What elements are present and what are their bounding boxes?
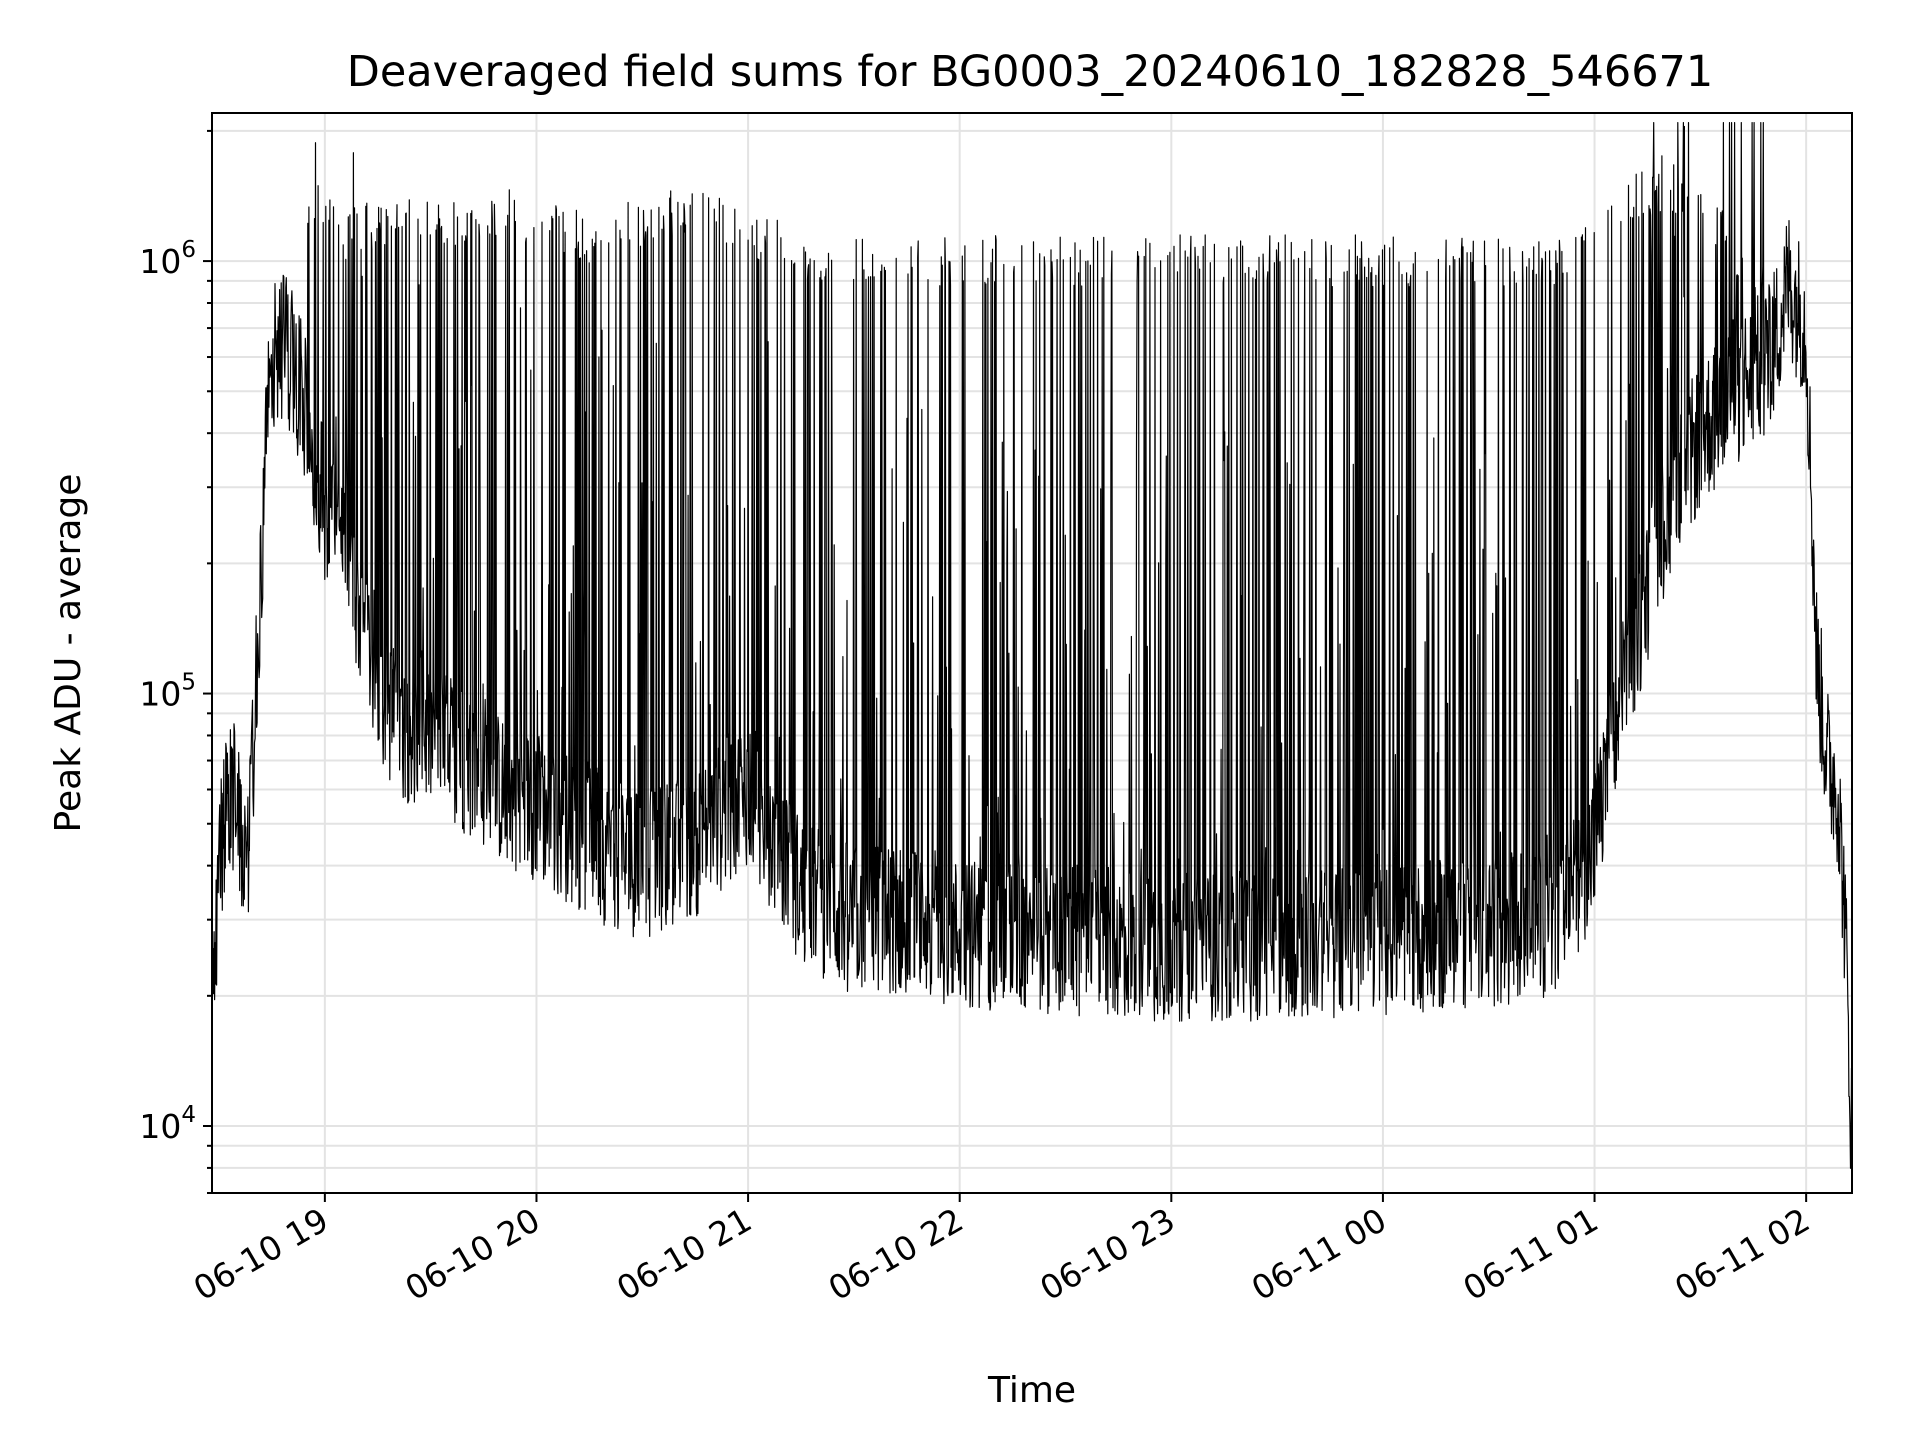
x-axis-label: Time bbox=[987, 1370, 1076, 1411]
chart-title: Deaveraged field sums for BG0003_2024061… bbox=[347, 47, 1714, 97]
plot-area bbox=[212, 122, 1852, 1169]
series-line bbox=[212, 122, 1852, 1169]
y-axis: 104 105 106 bbox=[139, 129, 212, 1194]
y-axis-label: Peak ADU - average bbox=[48, 474, 89, 833]
y-tick-label: 104 bbox=[139, 1102, 196, 1146]
plot-frame bbox=[211, 112, 1853, 1194]
y-tick-label: 105 bbox=[139, 670, 196, 714]
y-tick-label: 106 bbox=[139, 237, 196, 281]
grid bbox=[212, 113, 1852, 1194]
